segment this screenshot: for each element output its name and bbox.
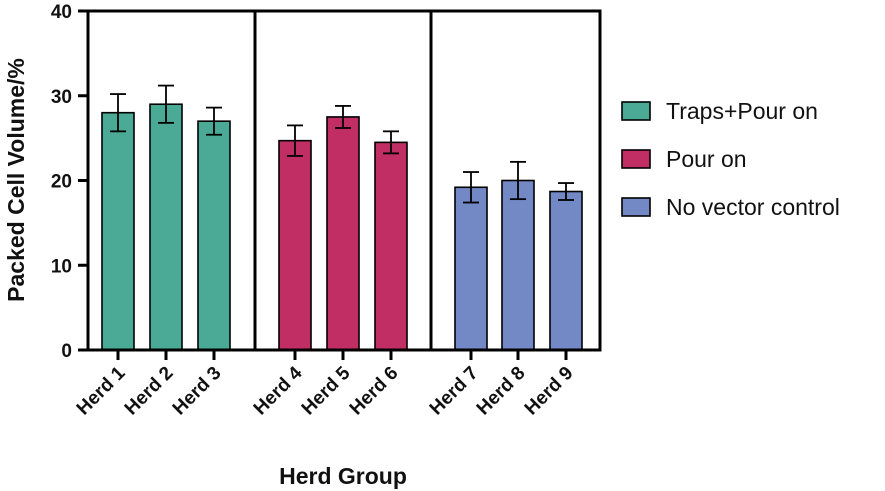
y-tick-label-20: 20 [51,172,72,193]
bar-herd-5 [326,116,360,351]
legend-label-2: Pour on [666,146,747,172]
legend: Traps+Pour on Pour on No vector control [621,98,840,220]
x-tick-label-herd-3: Herd 3 [169,363,226,420]
bar-herd-6 [374,141,408,351]
legend-swatch-3 [621,197,651,217]
x-axis-title: Herd Group [279,463,407,489]
y-tick-label-10: 10 [51,256,72,277]
legend-label-1: Traps+Pour on [666,98,818,124]
plot-area [253,11,433,350]
y-axis-title: Packed Cell Volume/% [3,58,29,302]
x-tick-label-herd-4: Herd 4 [250,362,307,419]
bar-herd-1 [101,111,135,351]
bar-herd-3 [197,120,231,351]
bar-herd-2 [149,103,183,351]
x-tick-label-herd-6: Herd 6 [346,363,403,420]
x-tick-label-herd-7: Herd 7 [426,363,483,420]
y-tick-label-40: 40 [51,2,72,23]
bar-herd-9 [549,190,583,351]
bar-herd-8 [501,179,535,351]
y-tick-label-30: 30 [51,87,72,108]
x-tick-label-herd-1: Herd 1 [73,362,130,419]
x-tick-label-herd-5: Herd 5 [298,362,355,419]
x-tick-label-herd-2: Herd 2 [121,363,178,420]
legend-swatch-1 [621,101,651,121]
bars [101,84,583,351]
legend-swatch-2 [621,149,651,169]
x-tick-label-herd-9: Herd 9 [521,363,578,420]
y-tick-label-0: 0 [61,341,72,362]
bar-herd-7 [454,186,488,351]
legend-label-3: No vector control [666,194,840,220]
x-tick-label-herd-8: Herd 8 [473,363,530,420]
bar-herd-4 [278,139,312,351]
